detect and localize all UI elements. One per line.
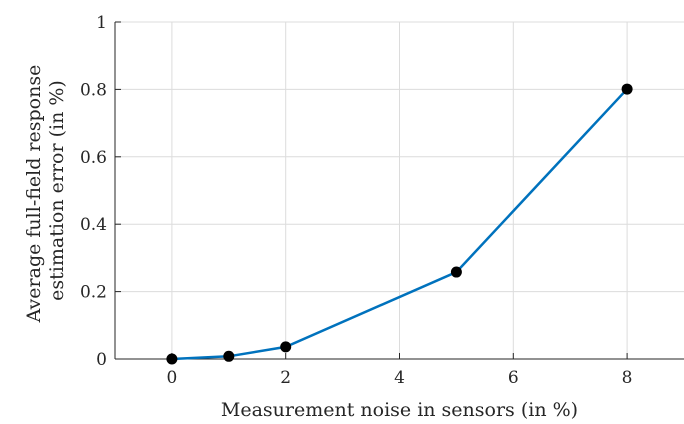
- y-tick-label: 0: [96, 350, 107, 370]
- y-ticks: 0 0.2 0.4 0.6 0.8 1: [80, 13, 121, 370]
- x-tick-label: 8: [622, 368, 633, 388]
- y-tick-label: 1: [96, 13, 107, 33]
- data-point: [223, 350, 235, 362]
- data-point: [166, 353, 178, 365]
- y-tick-label: 0.8: [80, 80, 107, 100]
- y-axis-label-line-2: estimation error (in %): [46, 80, 68, 301]
- y-tick-label: 0.6: [80, 148, 107, 168]
- x-tick-label: 0: [166, 368, 177, 388]
- data-point: [621, 83, 633, 95]
- x-axis-label: Measurement noise in sensors (in %): [221, 399, 578, 421]
- y-axis-label-line-1: Average full-field response: [23, 65, 45, 324]
- x-tick-label: 6: [508, 368, 519, 388]
- y-tick-label: 0.4: [80, 215, 107, 235]
- series: [166, 83, 633, 365]
- y-axis-label: Average full-field response estimation e…: [23, 59, 68, 324]
- x-ticks: 0 2 4 6 8: [166, 353, 633, 388]
- x-tick-label: 2: [280, 368, 291, 388]
- y-tick-label: 0.2: [80, 283, 107, 303]
- data-point: [450, 266, 462, 278]
- x-tick-label: 4: [394, 368, 405, 388]
- data-point: [280, 341, 292, 353]
- grid: [115, 21, 684, 360]
